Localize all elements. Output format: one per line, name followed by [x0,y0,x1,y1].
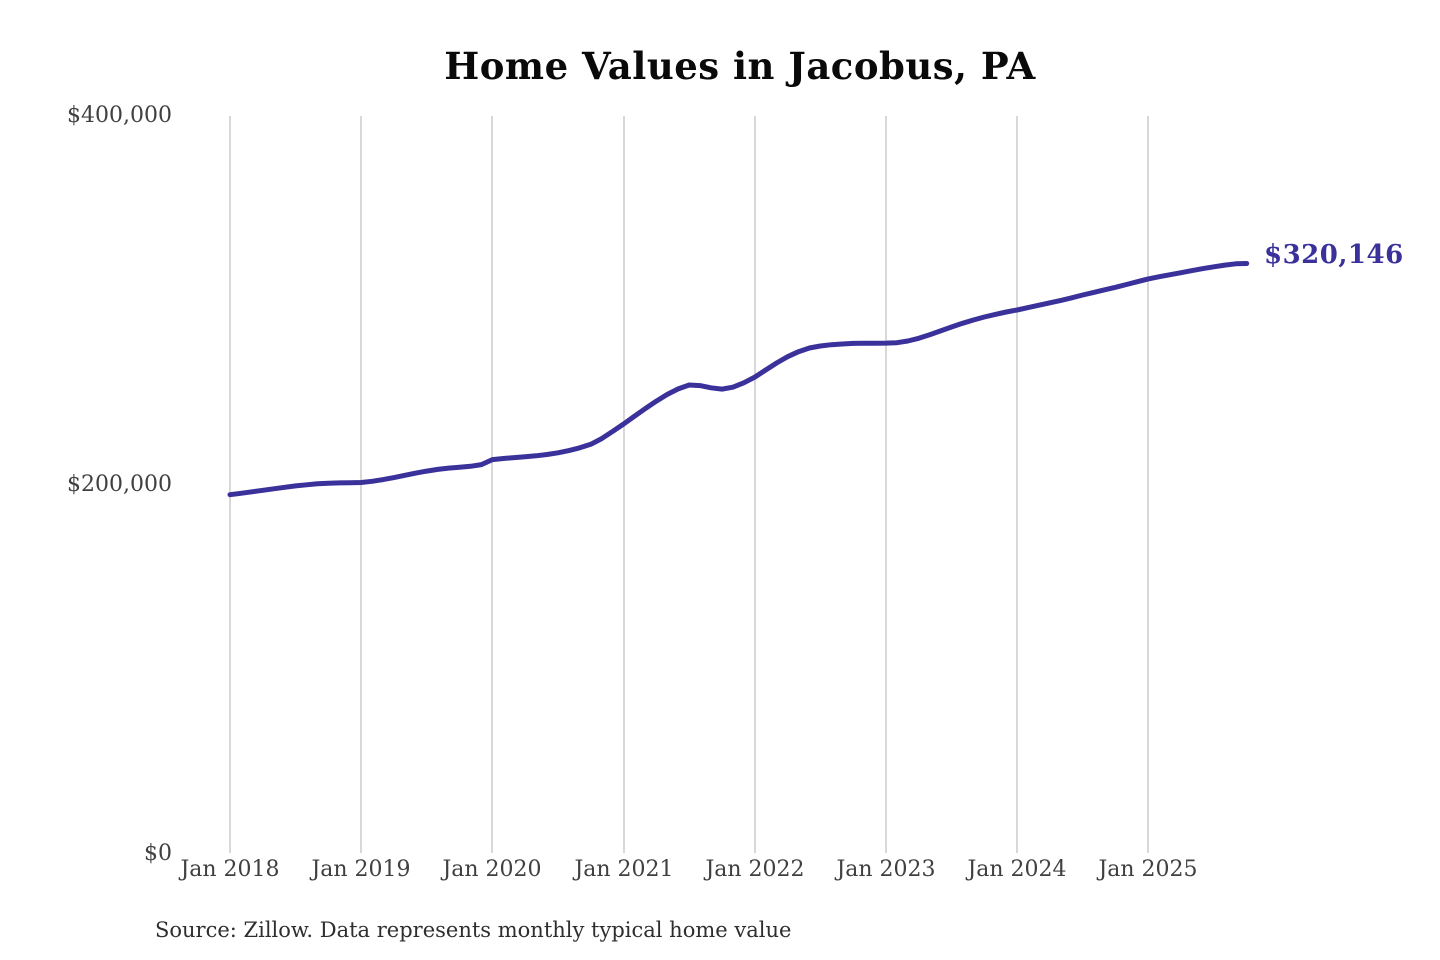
x-axis-tick-jan-2020: Jan 2020 [442,857,542,882]
x-axis-tick-jan-2025: Jan 2025 [1098,857,1198,882]
home-value-line [227,261,1250,498]
y-axis-tick-200000: $200,000 [67,472,172,497]
vertical-gridlines [229,116,1149,853]
x-axis-tick-jan-2024: Jan 2024 [967,857,1067,882]
latest-value-label: $320,146 [1264,240,1404,270]
source-note: Source: Zillow. Data represents monthly … [155,918,792,942]
y-axis-tick-0: $0 [144,841,172,866]
x-axis-tick-jan-2023: Jan 2023 [836,857,936,882]
x-axis-tick-jan-2019: Jan 2019 [311,857,411,882]
x-axis-tick-jan-2018: Jan 2018 [180,857,280,882]
x-axis-tick-jan-2021: Jan 2021 [574,857,674,882]
y-axis-tick-400000: $400,000 [67,103,172,128]
chart-title: Home Values in Jacobus, PA [444,44,1036,88]
x-axis-tick-jan-2022: Jan 2022 [705,857,805,882]
